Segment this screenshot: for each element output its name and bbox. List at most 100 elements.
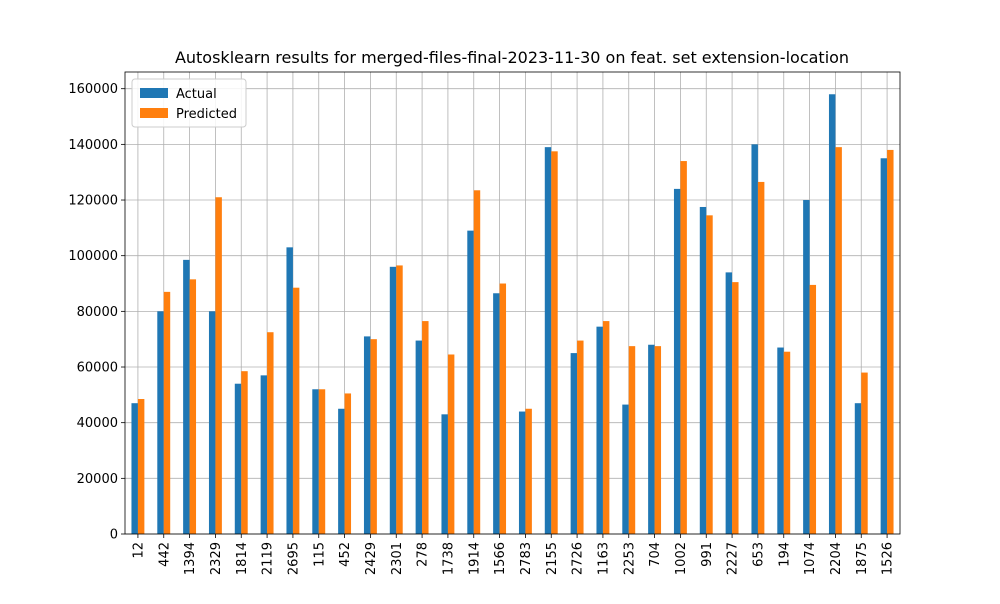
- bar-actual-704: [648, 345, 654, 534]
- bar-actual-1526: [881, 158, 887, 534]
- x-tick-label: 2429: [364, 542, 379, 575]
- y-tick-label: 0: [110, 528, 118, 543]
- bar-actual-2301: [390, 267, 396, 534]
- x-tick-label: 2695: [286, 542, 301, 575]
- bar-actual-1914: [467, 231, 473, 534]
- y-tick-label: 120000: [68, 194, 118, 209]
- bar-actual-194: [777, 348, 783, 534]
- bar-predicted-1002: [680, 161, 686, 534]
- bar-predicted-2329: [215, 197, 221, 534]
- y-tick-label: 40000: [77, 416, 118, 431]
- bar-predicted-1163: [603, 321, 609, 534]
- bar-actual-2329: [209, 311, 215, 534]
- bar-actual-2119: [261, 375, 267, 534]
- bar-predicted-2726: [577, 341, 583, 534]
- x-tick-label: 278: [416, 542, 431, 567]
- legend-label-actual: Actual: [176, 87, 217, 102]
- chart-title: Autosklearn results for merged-files-fin…: [175, 48, 849, 67]
- bar-predicted-12: [138, 399, 144, 534]
- bar-actual-2253: [622, 405, 628, 534]
- bar-predicted-115: [319, 389, 325, 534]
- bar-predicted-1914: [474, 190, 480, 534]
- bar-actual-442: [157, 311, 163, 534]
- bar-actual-2204: [829, 94, 835, 534]
- bar-predicted-2155: [551, 151, 557, 534]
- legend-label-predicted: Predicted: [176, 107, 237, 122]
- y-tick-label: 80000: [77, 305, 118, 320]
- bar-predicted-442: [164, 292, 170, 534]
- bar-predicted-2119: [267, 332, 273, 534]
- bar-actual-1074: [803, 200, 809, 534]
- y-tick-label: 20000: [77, 472, 118, 487]
- x-tick-label: 194: [777, 542, 792, 567]
- x-tick-label: 1002: [674, 542, 689, 575]
- bar-actual-2695: [286, 247, 292, 534]
- x-tick-label: 704: [648, 542, 663, 567]
- y-tick-label: 160000: [68, 82, 118, 97]
- x-tick-label: 1914: [467, 542, 482, 575]
- bar-predicted-1814: [241, 371, 247, 534]
- x-tick-label: 2204: [829, 542, 844, 575]
- bar-predicted-1074: [810, 285, 816, 534]
- x-tick-label: 2119: [261, 542, 276, 575]
- y-tick-label: 100000: [68, 249, 118, 264]
- bar-actual-278: [416, 341, 422, 534]
- x-tick-label: 1394: [183, 542, 198, 575]
- bar-actual-452: [338, 409, 344, 534]
- x-tick-label: 2253: [622, 542, 637, 575]
- bar-actual-115: [312, 389, 318, 534]
- x-tick-label: 1074: [803, 542, 818, 575]
- x-tick-label: 2301: [390, 542, 405, 575]
- bar-predicted-2695: [293, 288, 299, 534]
- x-tick-label: 452: [338, 542, 353, 567]
- x-tick-label: 2329: [209, 542, 224, 575]
- legend: Actual Predicted: [132, 79, 246, 127]
- bar-predicted-2783: [525, 409, 531, 534]
- x-tick-label: 1566: [493, 542, 508, 575]
- bar-actual-1163: [596, 327, 602, 534]
- x-tick-label: 1163: [596, 542, 611, 575]
- bar-actual-2155: [545, 147, 551, 534]
- bar-predicted-452: [345, 393, 351, 534]
- x-tick-label: 653: [751, 542, 766, 567]
- x-tick-label: 2227: [726, 542, 741, 575]
- bar-predicted-1566: [500, 284, 506, 534]
- bar-actual-653: [751, 144, 757, 534]
- x-tick-label: 2155: [545, 542, 560, 575]
- x-tick-label: 2726: [571, 542, 586, 575]
- x-tick-label: 1738: [441, 542, 456, 575]
- bar-actual-2726: [571, 353, 577, 534]
- legend-swatch-predicted: [140, 108, 168, 118]
- bar-actual-2783: [519, 412, 525, 534]
- x-tick-label: 1875: [855, 542, 870, 575]
- x-tick-label: 1814: [235, 542, 250, 575]
- bar-predicted-653: [758, 182, 764, 534]
- x-tick-label: 442: [157, 542, 172, 567]
- bar-predicted-194: [784, 352, 790, 534]
- bar-actual-2429: [364, 336, 370, 534]
- bar-predicted-2429: [370, 339, 376, 534]
- bar-actual-2227: [726, 272, 732, 534]
- bar-actual-1814: [235, 384, 241, 534]
- bar-predicted-2301: [396, 265, 402, 534]
- bar-predicted-2227: [732, 282, 738, 534]
- bar-predicted-2253: [629, 346, 635, 534]
- x-tick-label: 115: [312, 542, 327, 567]
- bar-actual-1875: [855, 403, 861, 534]
- bar-predicted-2204: [835, 147, 841, 534]
- bar-predicted-278: [422, 321, 428, 534]
- y-tick-label: 140000: [68, 138, 118, 153]
- bar-actual-991: [700, 207, 706, 534]
- bar-predicted-1526: [887, 150, 893, 534]
- bar-predicted-1738: [448, 354, 454, 534]
- x-tick-label: 991: [700, 542, 715, 567]
- x-tick-label: 12: [131, 542, 146, 559]
- bar-actual-1738: [441, 414, 447, 534]
- y-tick-label: 60000: [77, 361, 118, 376]
- bar-actual-1566: [493, 293, 499, 534]
- bar-actual-1394: [183, 260, 189, 534]
- x-tick-label: 1526: [881, 542, 896, 575]
- x-tick-label: 2783: [519, 542, 534, 575]
